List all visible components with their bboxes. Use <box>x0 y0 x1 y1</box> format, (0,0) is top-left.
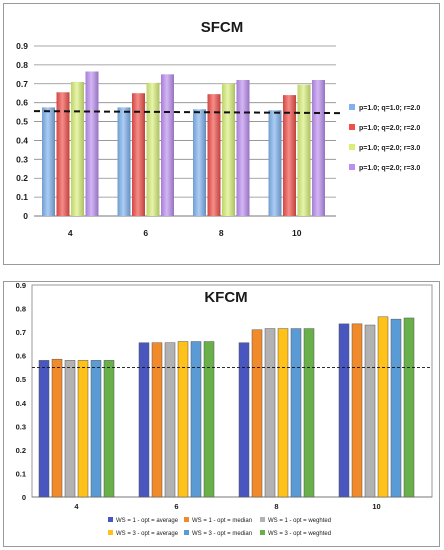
y-tick-label: 0.9 <box>16 41 28 51</box>
bar <box>146 82 160 216</box>
chart-title: SFCM <box>201 19 244 36</box>
legend-swatch <box>108 530 113 535</box>
legend-swatch <box>260 530 265 535</box>
y-tick-label: 0.7 <box>16 79 28 89</box>
y-tick-label: 0.8 <box>16 305 26 314</box>
bar <box>264 328 276 498</box>
bar <box>151 342 163 498</box>
bar <box>103 360 115 498</box>
bar <box>117 107 131 216</box>
y-tick-label: 0.3 <box>16 154 28 164</box>
bar <box>364 324 376 498</box>
legend-label: p=1.0; q=2.0; r=3.0 <box>359 165 420 172</box>
x-tick-label: 10 <box>292 228 302 238</box>
legend-label: p=1.0; q=2.0; r=3.0 <box>359 145 420 152</box>
x-tick-label: 6 <box>174 502 178 511</box>
y-tick-label: 0.4 <box>16 399 27 408</box>
kfcm-chart-panel: KFCM 0 0.1 0.2 0.3 0.4 0.5 0.6 0.7 0.8 0.9 4 6 8 10 WS … <box>3 281 440 547</box>
legend-swatch <box>349 164 355 170</box>
y-tick-label: 0.3 <box>16 422 26 431</box>
legend-label: WS = 1 - opt = median <box>192 518 252 524</box>
y-tick-label: 0.7 <box>16 328 26 337</box>
bar <box>38 360 50 498</box>
bar <box>236 80 250 216</box>
legend-label: p=1.0; q=1.0; r=2.0 <box>359 105 420 112</box>
bar <box>222 83 235 217</box>
chart-title: KFCM <box>204 289 247 306</box>
bar <box>303 328 315 498</box>
x-tick-label: 6 <box>143 228 148 238</box>
bar <box>71 81 84 216</box>
bar <box>85 71 99 216</box>
legend-label: WS = 3 - opt = weghted <box>268 531 331 537</box>
kfcm-chart: KFCM 0 0.1 0.2 0.3 0.4 0.5 0.6 0.7 0.8 0.9 4 6 8 10 WS … <box>16 282 433 537</box>
bar <box>203 341 215 498</box>
legend-label: WS = 1 - opt = average <box>116 518 179 524</box>
y-tick-label: 0.9 <box>16 282 26 290</box>
y-tick-label: 0.6 <box>16 352 26 361</box>
y-tick-label: 0 <box>23 211 28 221</box>
y-tick-label: 0.5 <box>16 375 26 384</box>
bar <box>51 358 63 498</box>
y-tick-label: 0.2 <box>16 173 28 183</box>
y-tick-label: 0.8 <box>16 60 28 70</box>
bar <box>283 95 296 216</box>
bar <box>42 107 55 216</box>
x-tick-label: 4 <box>74 502 79 511</box>
y-tick-label: 0.6 <box>16 98 28 108</box>
sfcm-chart: SFCM 0 0.1 0.2 0.3 0.4 0.5 0.6 0.7 0.8 0.9 4 6 8 10 p=1… <box>16 19 420 238</box>
sfcm-chart-panel: SFCM 0 0.1 0.2 0.3 0.4 0.5 0.6 0.7 0.8 0.9 4 6 8 10 p=1… <box>3 3 440 265</box>
bar <box>77 360 89 498</box>
bar <box>138 342 150 498</box>
bar <box>238 342 250 498</box>
bar <box>132 93 145 216</box>
bar <box>312 80 325 216</box>
bar <box>290 328 302 498</box>
x-tick-label: 4 <box>68 228 73 238</box>
legend-swatch <box>349 104 355 110</box>
x-tick-label: 10 <box>372 502 380 511</box>
y-tick-label: 0.1 <box>16 469 26 478</box>
bar <box>207 94 221 216</box>
legend-label: WS = 1 - opt = weghted <box>268 518 331 524</box>
bar <box>390 318 402 498</box>
reference-line <box>33 110 341 115</box>
bar <box>251 329 263 498</box>
legend-swatch <box>184 530 189 535</box>
legend-swatch <box>108 517 113 522</box>
bar <box>268 110 282 216</box>
bar <box>64 360 76 498</box>
bar <box>56 92 70 216</box>
bar <box>403 317 415 498</box>
bar <box>193 109 206 216</box>
legend-swatch <box>349 124 355 130</box>
y-tick-label: 0.1 <box>16 192 28 202</box>
legend-label: p=1.0; q=2.0; r=2.0 <box>359 125 420 132</box>
bar <box>190 341 202 498</box>
y-tick-label: 0.5 <box>16 117 28 127</box>
x-tick-label: 8 <box>274 502 278 511</box>
bar <box>297 84 311 216</box>
legend-label: WS = 3 - opt = median <box>192 531 252 537</box>
bar <box>90 360 102 498</box>
bar <box>338 323 350 498</box>
legend-swatch <box>184 517 189 522</box>
bar <box>177 341 189 498</box>
bar <box>377 316 389 498</box>
bar <box>161 74 174 216</box>
legend-swatch <box>260 517 265 522</box>
y-tick-label: 0.4 <box>16 135 28 145</box>
legend-swatch <box>349 144 355 150</box>
bar <box>277 328 289 498</box>
legend-label: WS = 3 - opt = average <box>116 531 179 537</box>
bar <box>164 342 176 498</box>
bar <box>351 323 363 498</box>
y-tick-label: 0 <box>22 493 26 502</box>
y-tick-label: 0.2 <box>16 446 26 455</box>
x-tick-label: 8 <box>219 228 224 238</box>
